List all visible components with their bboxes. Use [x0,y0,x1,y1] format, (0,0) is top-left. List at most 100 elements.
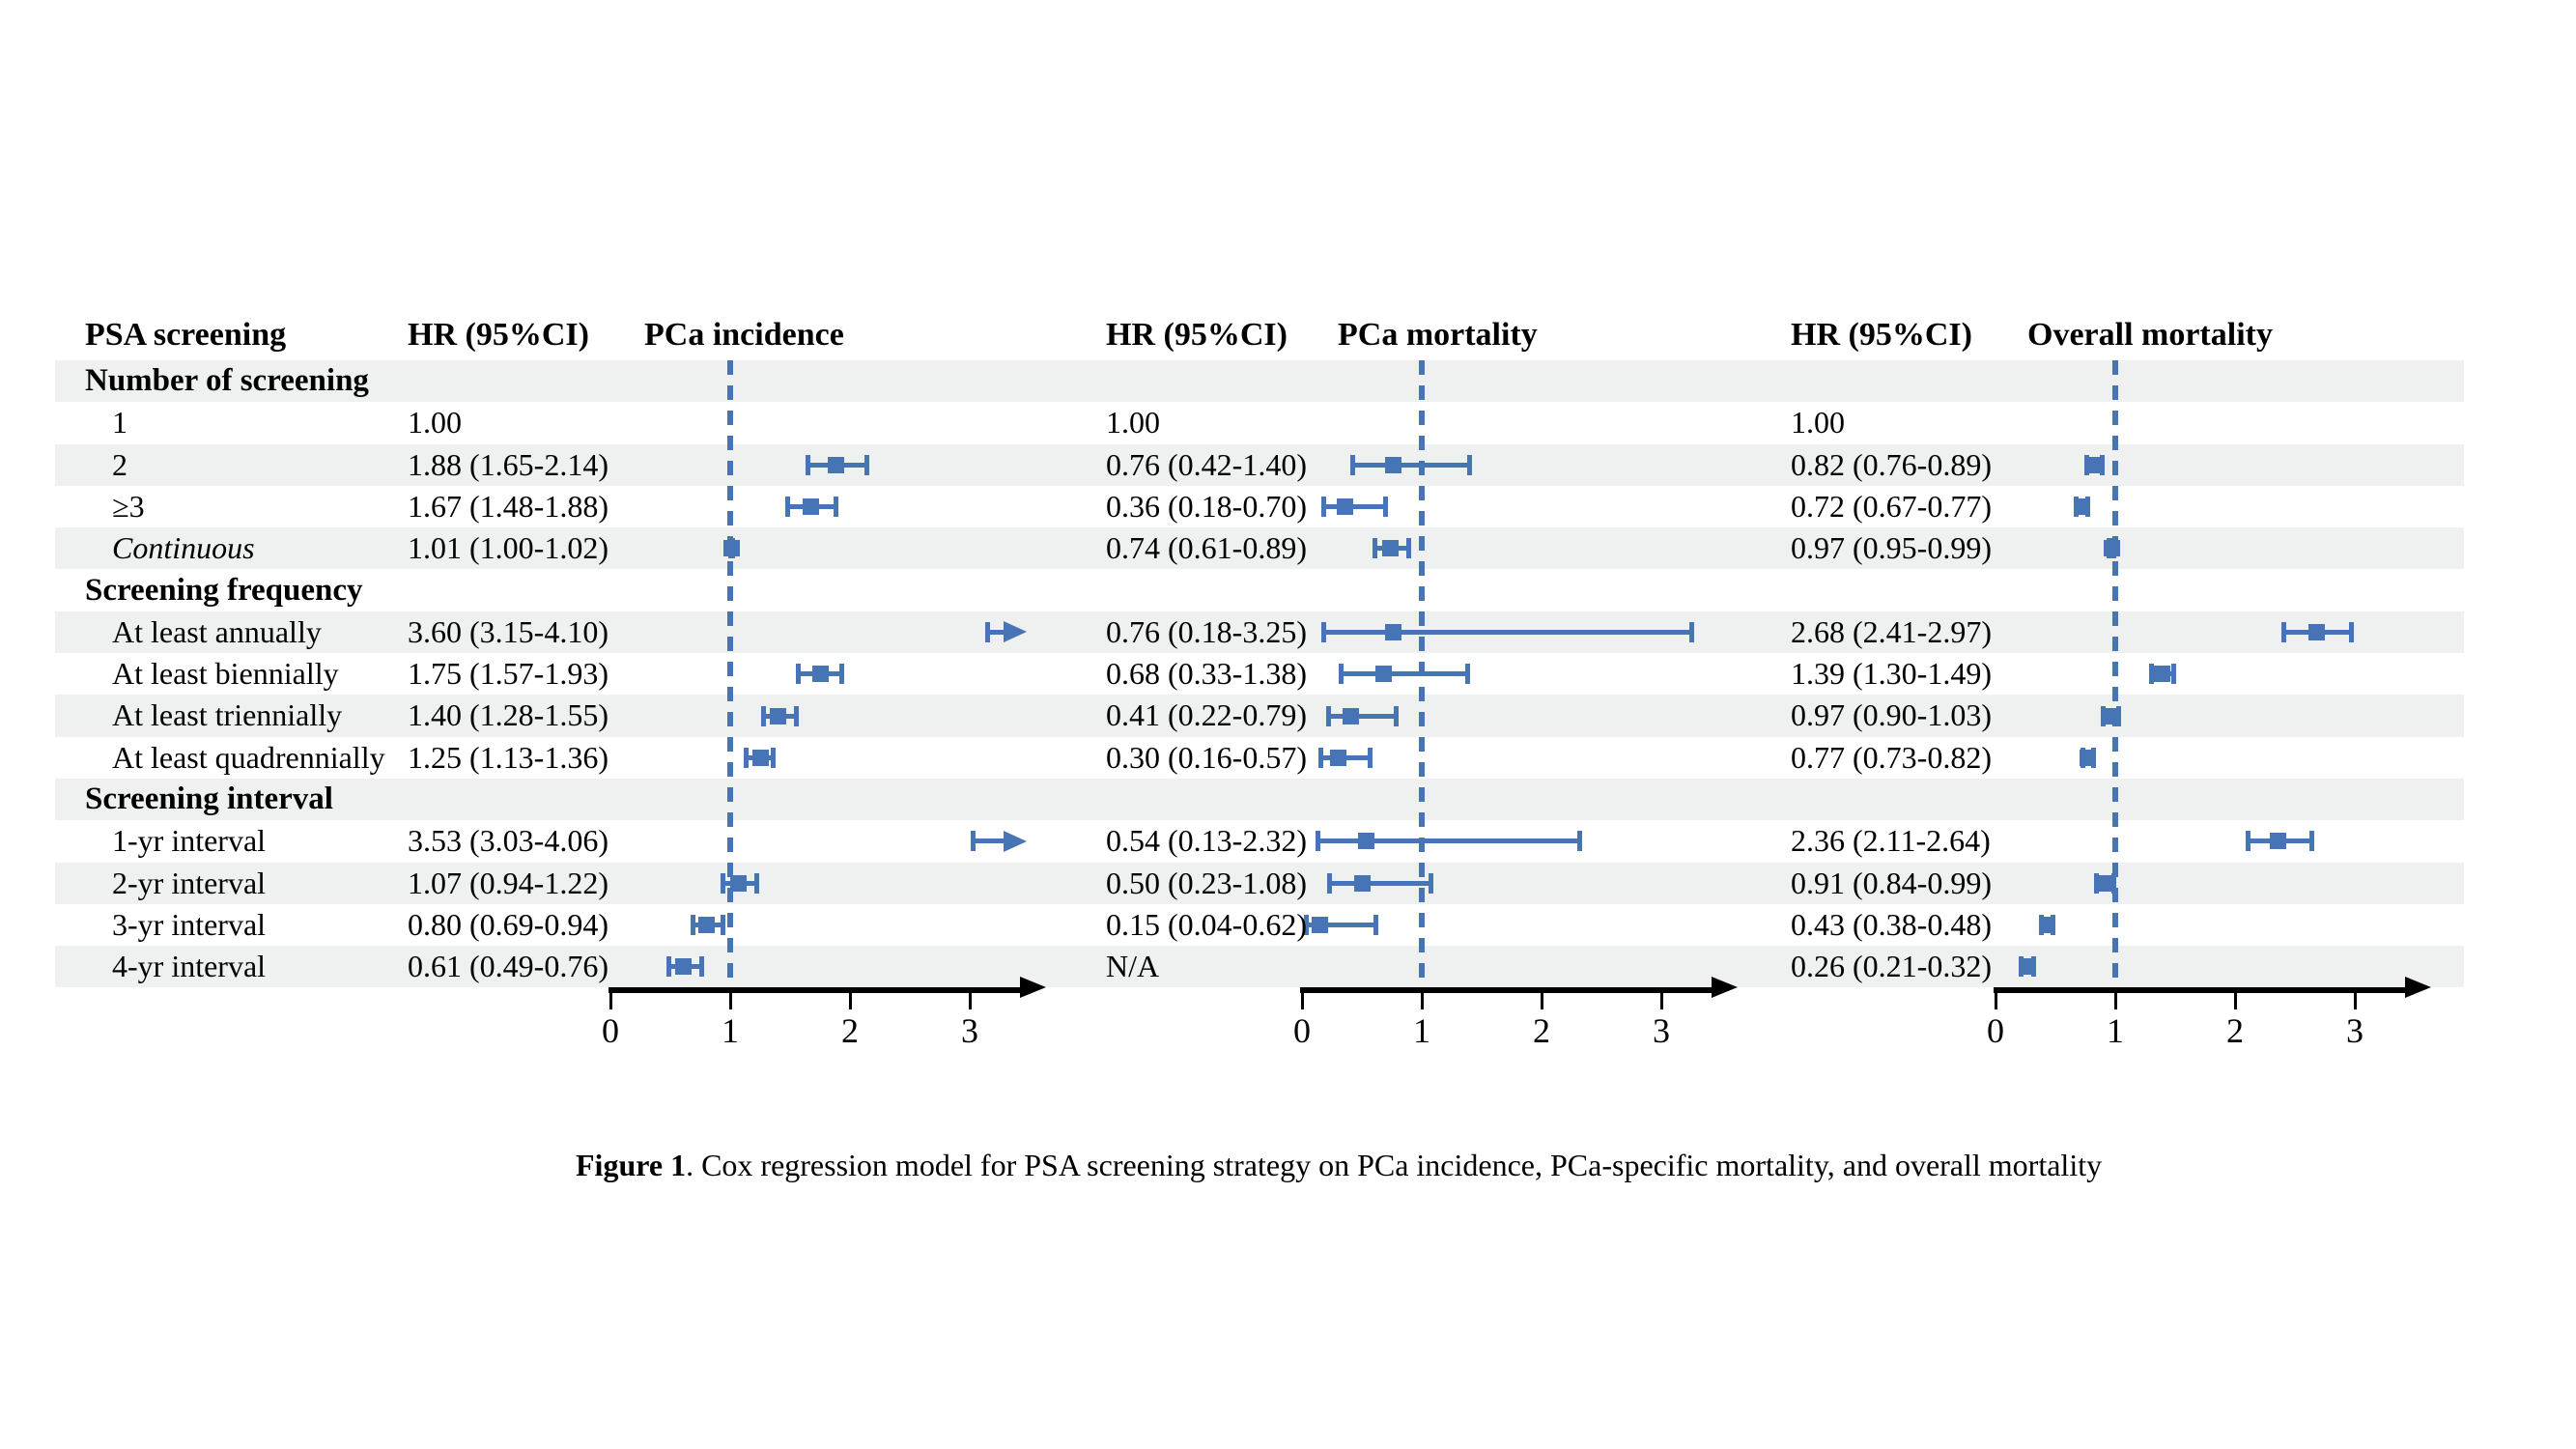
axis-tick [2353,993,2357,1009]
hr-value: 1.01 (1.00-1.02) [408,530,609,566]
figure-caption-text: . Cox regression model for PSA screening… [686,1148,2103,1182]
hr-value: 0.15 (0.04-0.62) [1106,906,1307,942]
point-estimate-marker [811,666,829,683]
hr-value: N/A [1106,949,1160,984]
axis-tick [728,993,732,1009]
ci-upper-cap [1394,705,1400,726]
ci-lower-cap [743,747,749,768]
hr-value: 0.97 (0.95-0.99) [1791,530,1992,566]
x-axis-arrowhead [1020,977,1046,998]
ci-upper-cap [698,956,704,978]
point-estimate-marker [2307,623,2325,640]
row-label: 3-yr interval [112,906,267,942]
table-row-stripe [55,779,2464,821]
x-axis [1994,987,2405,993]
row-label: At least triennially [112,697,343,733]
ci-lower-cap [2093,872,2099,894]
ci-upper-cap [863,454,869,475]
hr-value: 1.00 [408,405,462,440]
point-estimate-marker [2103,707,2120,724]
axis-tick-label: 1 [722,1011,739,1050]
axis-tick [1994,993,1997,1009]
table-row-stripe [55,862,2464,904]
hr-value: 0.41 (0.22-0.79) [1106,697,1307,733]
point-estimate-marker [722,540,740,557]
point-estimate-marker [751,749,769,766]
row-label: At least annually [112,613,322,649]
point-estimate-marker [1312,917,1329,934]
ci-line [1323,629,1691,635]
hr-value: 0.68 (0.33-1.38) [1106,656,1307,692]
ci-lower-cap [2101,705,2107,726]
ci-lower-cap [806,454,811,475]
column-header: HR (95%CI) [408,317,589,353]
ci-lower-cap [666,956,672,978]
column-header: Overall mortality [2027,317,2273,353]
hr-value: 0.26 (0.21-0.32) [1791,949,1992,984]
hr-value: 0.61 (0.49-0.76) [408,949,609,984]
ci-line [1328,713,1397,719]
point-estimate-marker [802,498,819,516]
row-label: At least biennially [112,656,339,692]
row-label: At least quadrennially [112,739,385,775]
ci-line [987,629,1004,635]
axis-tick [609,993,612,1009]
hr-value: 1.67 (1.48-1.88) [408,488,609,524]
axis-tick-label: 0 [1987,1011,2004,1050]
ci-upper-cap [1464,664,1470,685]
reference-line [2112,360,2118,990]
point-estimate-marker [2103,540,2120,557]
hr-value: 0.97 (0.90-1.03) [1791,697,1992,733]
hr-value: 0.36 (0.18-0.70) [1106,488,1307,524]
axis-tick-label: 2 [2226,1011,2244,1050]
column-header: HR (95%CI) [1791,317,1972,353]
row-section-label: Screening frequency [85,572,363,608]
ci-upper-cap [833,497,838,518]
axis-tick [968,993,972,1009]
ci-upper-cap [771,747,777,768]
ci-lower-cap [761,705,767,726]
hr-value: 0.91 (0.84-0.99) [1791,865,1992,900]
point-estimate-marker [1343,707,1360,724]
column-header: HR (95%CI) [1106,317,1288,353]
hr-value: 1.39 (1.30-1.49) [1791,656,1992,692]
table-row-stripe [55,443,2464,486]
axis-tick [1659,993,1663,1009]
table-row-stripe [55,360,2464,403]
point-estimate-marker [2079,749,2096,766]
row-label: 4-yr interval [112,949,267,984]
ci-upper-cap [1688,621,1694,642]
ci-line [1341,671,1468,677]
ci-upper-cap [1405,538,1411,559]
ci-upper-cap [1429,872,1434,894]
row-label: 1 [112,405,127,440]
ci-upper-cap [2111,872,2117,894]
ci-lower-cap [1325,705,1331,726]
point-estimate-marker [827,456,844,473]
axis-tick [2233,993,2237,1009]
hr-value: 0.82 (0.76-0.89) [1791,446,1992,482]
table-row-stripe [55,611,2464,654]
hr-value: 1.75 (1.57-1.93) [408,656,609,692]
row-label: 1-yr interval [112,823,267,859]
axis-tick-label: 2 [1533,1011,1550,1050]
axis-tick-label: 1 [1413,1011,1430,1050]
hr-value: 0.77 (0.73-0.82) [1791,739,1992,775]
hr-value: 1.00 [1791,405,1845,440]
row-label: ≥3 [112,488,145,524]
point-estimate-marker [770,707,787,724]
figure-caption: Figure 1. Cox regression model for PSA s… [576,1148,2102,1183]
axis-tick-label: 0 [1293,1011,1311,1050]
point-estimate-marker [2073,498,2090,516]
point-estimate-marker [697,917,715,934]
point-estimate-marker [1329,749,1346,766]
ci-lower-cap [1349,454,1355,475]
point-estimate-marker [2018,958,2035,976]
ci-upper-cap [2348,621,2354,642]
ci-line [1329,880,1431,886]
figure-caption-label: Figure 1 [576,1148,687,1182]
axis-tick [1300,993,1304,1009]
axis-tick-label: 0 [602,1011,619,1050]
ci-lower-cap [796,664,802,685]
